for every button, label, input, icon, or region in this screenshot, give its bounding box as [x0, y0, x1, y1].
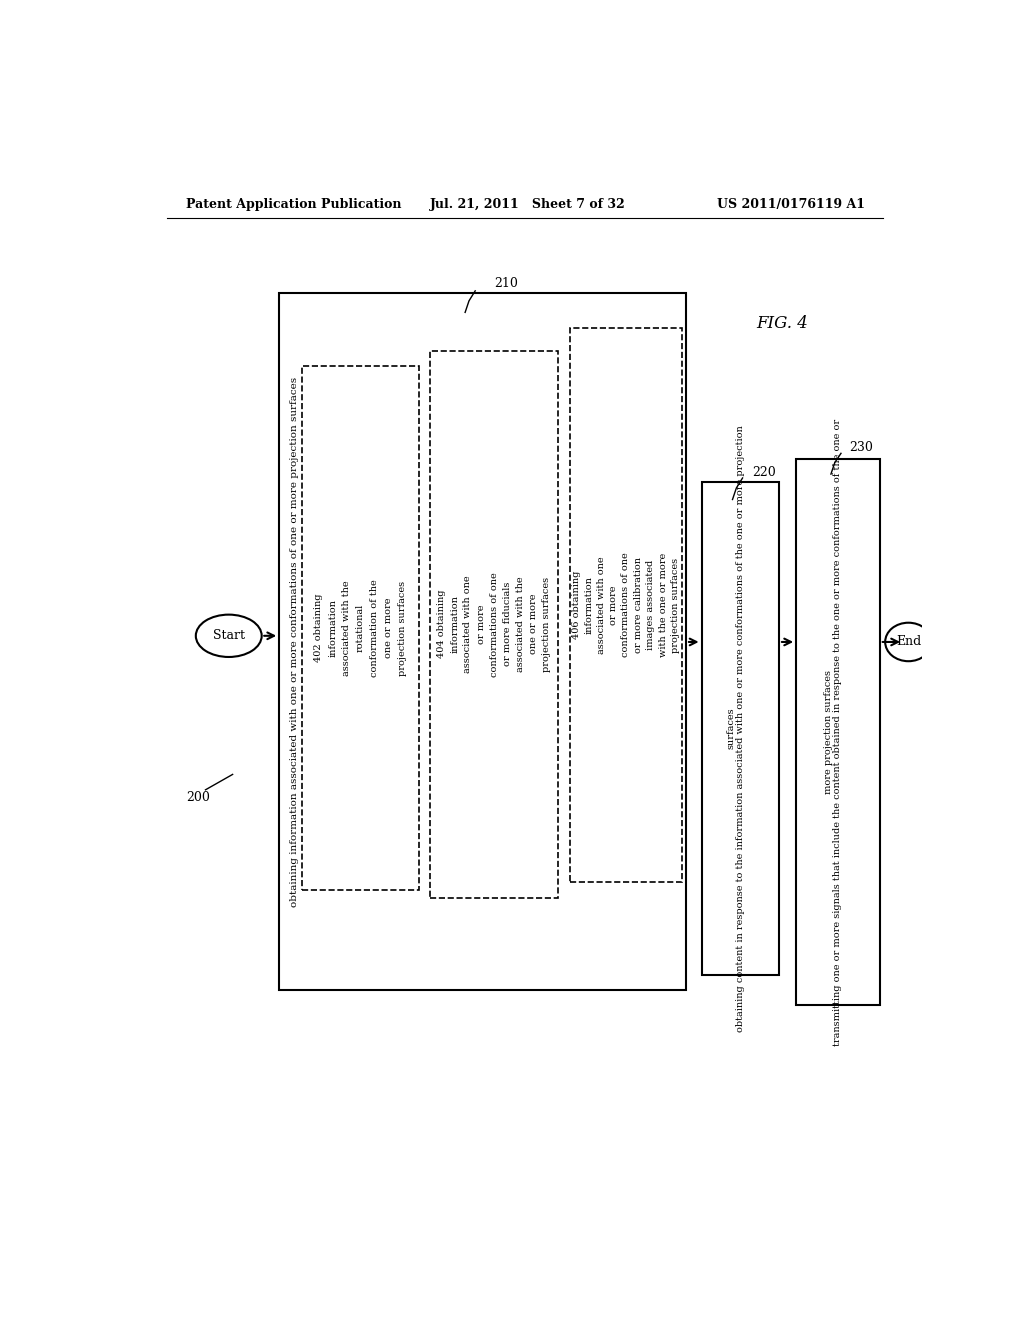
- Text: or more fiducials: or more fiducials: [503, 582, 512, 667]
- Text: surfaces: surfaces: [726, 708, 735, 748]
- Bar: [701, 482, 779, 974]
- Bar: [280, 293, 686, 990]
- Text: 220: 220: [752, 466, 775, 479]
- Text: associated with the: associated with the: [342, 581, 351, 676]
- Bar: [302, 367, 419, 890]
- Bar: [430, 351, 558, 898]
- Text: Patent Application Publication: Patent Application Publication: [186, 198, 401, 211]
- Text: US 2011/0176119 A1: US 2011/0176119 A1: [717, 198, 865, 211]
- Text: FIG. 4: FIG. 4: [756, 315, 808, 333]
- Text: associated with the: associated with the: [516, 577, 525, 672]
- Text: projection surfaces: projection surfaces: [671, 557, 680, 652]
- Text: obtaining content in response to the information associated with one or more con: obtaining content in response to the inf…: [736, 425, 744, 1031]
- Text: projection surfaces: projection surfaces: [543, 577, 551, 672]
- Ellipse shape: [196, 615, 262, 657]
- Text: conformations of one: conformations of one: [622, 553, 631, 657]
- Text: transmitting one or more signals that include the content obtained in response t: transmitting one or more signals that in…: [834, 418, 843, 1045]
- Text: Jul. 21, 2011   Sheet 7 of 32: Jul. 21, 2011 Sheet 7 of 32: [430, 198, 626, 211]
- Text: 402 obtaining: 402 obtaining: [314, 594, 324, 663]
- Text: End: End: [896, 635, 921, 648]
- Text: conformation of the: conformation of the: [370, 579, 379, 677]
- Text: associated with one: associated with one: [463, 576, 472, 673]
- Ellipse shape: [885, 623, 932, 661]
- Text: or more calibration: or more calibration: [634, 557, 643, 653]
- Bar: [569, 327, 682, 882]
- Text: images associated: images associated: [646, 560, 655, 651]
- Text: information: information: [328, 599, 337, 657]
- Text: Start: Start: [213, 630, 245, 643]
- Text: with the one or more: with the one or more: [658, 553, 668, 657]
- Text: 404 obtaining: 404 obtaining: [437, 590, 446, 659]
- Text: more projection surfaces: more projection surfaces: [824, 671, 834, 795]
- Text: 406 obtaining: 406 obtaining: [571, 570, 581, 639]
- Text: 200: 200: [186, 791, 210, 804]
- Text: associated with one: associated with one: [597, 556, 605, 653]
- Text: information: information: [451, 595, 459, 653]
- Text: or more: or more: [609, 585, 618, 624]
- Text: information: information: [585, 576, 593, 634]
- Text: one or more: one or more: [529, 594, 539, 655]
- Text: 230: 230: [849, 441, 872, 454]
- Text: 210: 210: [495, 277, 518, 290]
- Text: or more: or more: [476, 605, 485, 644]
- Text: rotational: rotational: [356, 605, 365, 652]
- Text: projection surfaces: projection surfaces: [398, 581, 407, 676]
- Text: conformations of one: conformations of one: [489, 572, 499, 677]
- Text: one or more: one or more: [384, 598, 393, 659]
- Bar: [796, 459, 880, 1006]
- Text: obtaining information associated with one or more conformations of one or more p: obtaining information associated with on…: [290, 378, 299, 907]
